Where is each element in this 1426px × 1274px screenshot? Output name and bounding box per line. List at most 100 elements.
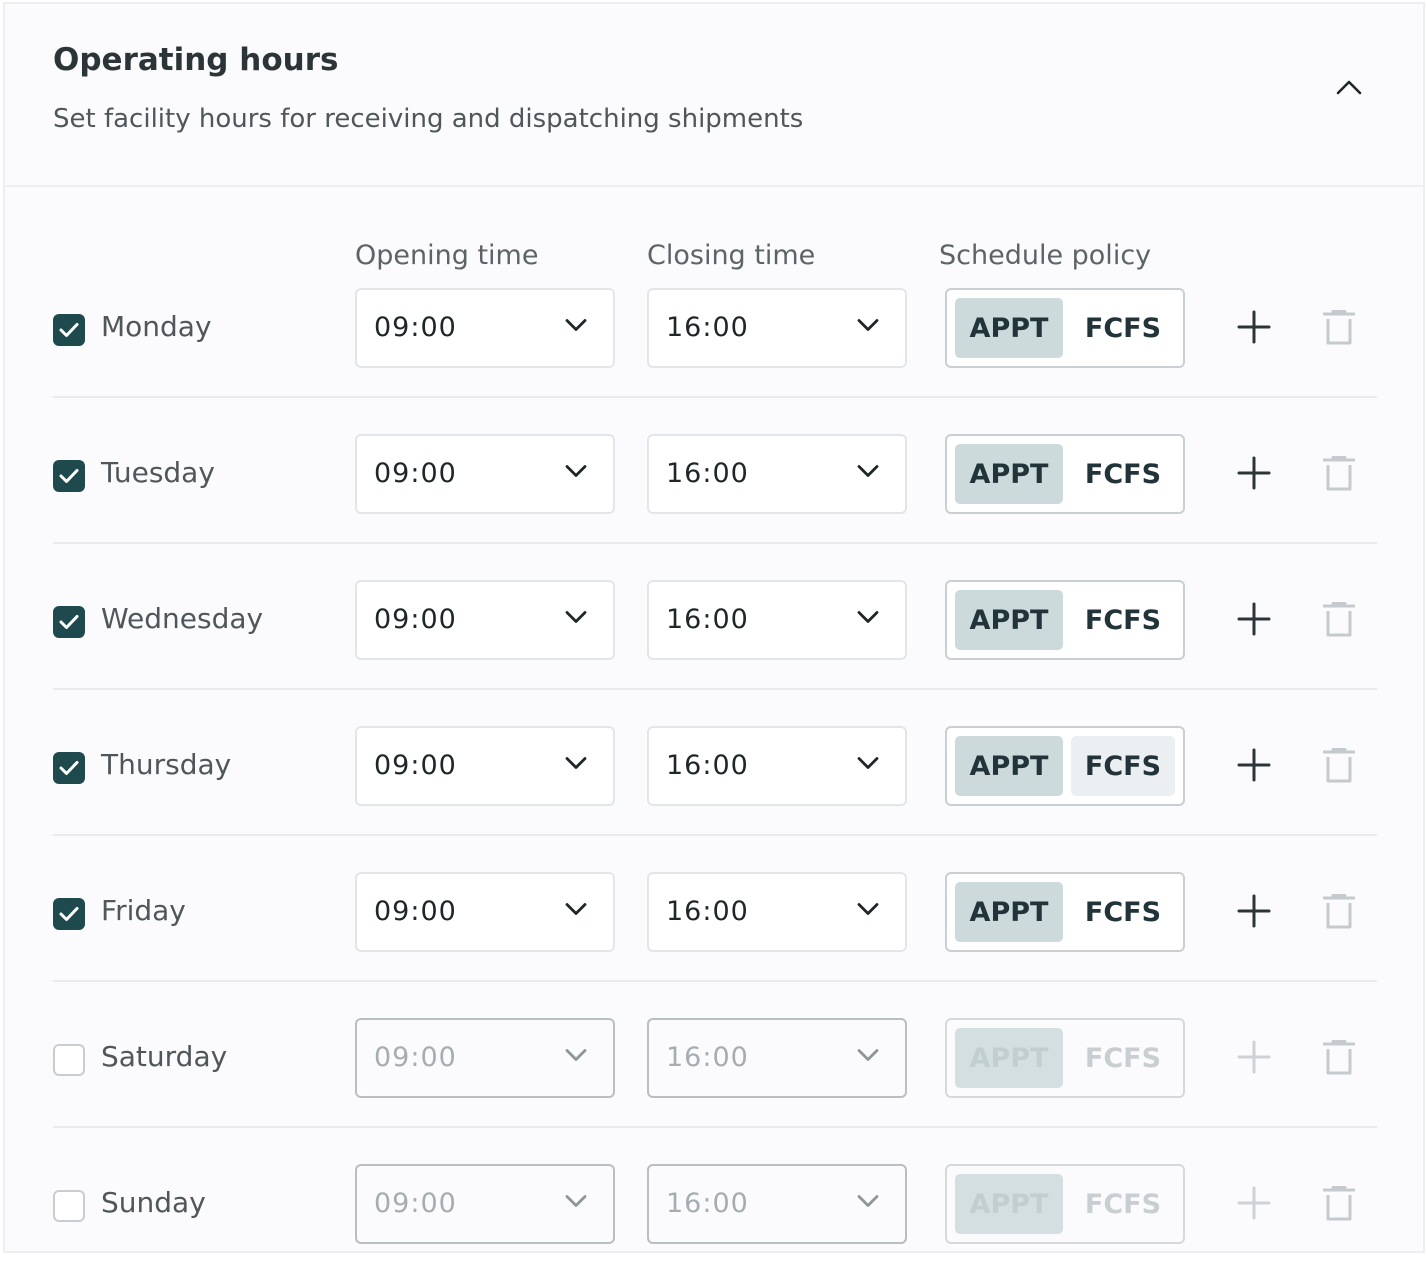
add-hours-button[interactable] bbox=[1237, 1040, 1271, 1074]
opening-time-select[interactable]: 09:00 bbox=[355, 434, 615, 514]
chevron-down-icon bbox=[857, 757, 879, 769]
policy-appt-button[interactable]: APPT bbox=[955, 1174, 1063, 1234]
opening-time-value: 09:00 bbox=[374, 750, 457, 781]
schedule-policy-header: Schedule policy bbox=[939, 240, 1152, 271]
chevron-down-icon bbox=[565, 465, 587, 477]
chevron-up-icon bbox=[1336, 80, 1362, 95]
closing-time-value: 16:00 bbox=[666, 750, 749, 781]
day-checkbox[interactable] bbox=[53, 752, 85, 784]
opening-time-value: 09:00 bbox=[374, 896, 457, 927]
delete-hours-button[interactable] bbox=[1322, 894, 1356, 930]
closing-time-select[interactable]: 16:00 bbox=[647, 872, 907, 952]
day-label: Monday bbox=[101, 310, 212, 343]
policy-appt-button[interactable]: APPT bbox=[955, 590, 1063, 650]
trash-icon bbox=[1322, 748, 1356, 783]
chevron-down-icon bbox=[857, 1049, 879, 1061]
day-row-tuesday: Tuesday 09:00 16:00 APPT FCFS bbox=[53, 398, 1377, 544]
closing-time-select[interactable]: 16:00 bbox=[647, 726, 907, 806]
add-hours-button[interactable] bbox=[1237, 310, 1271, 344]
opening-time-value: 09:00 bbox=[374, 604, 457, 635]
delete-hours-button[interactable] bbox=[1322, 456, 1356, 492]
trash-icon bbox=[1322, 456, 1356, 491]
closing-time-select[interactable]: 16:00 bbox=[647, 288, 907, 368]
policy-fcfs-button[interactable]: FCFS bbox=[1084, 896, 1162, 928]
add-hours-button[interactable] bbox=[1237, 748, 1271, 782]
policy-fcfs-button[interactable]: FCFS bbox=[1084, 604, 1162, 636]
chevron-down-icon bbox=[857, 1195, 879, 1207]
policy-fcfs-button[interactable]: FCFS bbox=[1084, 312, 1162, 344]
trash-icon bbox=[1322, 1186, 1356, 1221]
closing-time-select[interactable]: 16:00 bbox=[647, 580, 907, 660]
opening-time-select[interactable]: 09:00 bbox=[355, 288, 615, 368]
delete-hours-button[interactable] bbox=[1322, 748, 1356, 784]
day-checkbox[interactable] bbox=[53, 314, 85, 346]
operating-hours-panel: Operating hours Set facility hours for r… bbox=[3, 2, 1425, 1253]
plus-icon bbox=[1237, 1040, 1271, 1074]
day-row-saturday: Saturday 09:00 16:00 APPT FCFS bbox=[53, 982, 1377, 1128]
delete-hours-button[interactable] bbox=[1322, 602, 1356, 638]
day-label: Wednesday bbox=[101, 602, 264, 635]
day-checkbox[interactable] bbox=[53, 1190, 85, 1222]
schedule-policy-toggle: APPT FCFS bbox=[945, 434, 1185, 514]
add-hours-button[interactable] bbox=[1237, 602, 1271, 636]
policy-appt-button[interactable]: APPT bbox=[955, 444, 1063, 504]
schedule-policy-toggle: APPT FCFS bbox=[945, 872, 1185, 952]
chevron-down-icon bbox=[857, 465, 879, 477]
closing-time-value: 16:00 bbox=[666, 604, 749, 635]
closing-time-select[interactable]: 16:00 bbox=[647, 1018, 907, 1098]
schedule-policy-toggle: APPT FCFS bbox=[945, 1164, 1185, 1244]
closing-time-header: Closing time bbox=[647, 240, 816, 271]
policy-fcfs-button[interactable]: FCFS bbox=[1084, 1042, 1162, 1074]
policy-fcfs-button[interactable]: FCFS bbox=[1084, 1188, 1162, 1220]
closing-time-value: 16:00 bbox=[666, 896, 749, 927]
day-checkbox[interactable] bbox=[53, 898, 85, 930]
day-checkbox[interactable] bbox=[53, 1044, 85, 1076]
opening-time-select[interactable]: 09:00 bbox=[355, 1164, 615, 1244]
day-checkbox[interactable] bbox=[53, 606, 85, 638]
chevron-down-icon bbox=[565, 611, 587, 623]
trash-icon bbox=[1322, 310, 1356, 345]
collapse-button[interactable] bbox=[1330, 68, 1368, 106]
opening-time-select[interactable]: 09:00 bbox=[355, 872, 615, 952]
day-row-thursday: Thursday 09:00 16:00 APPT FCFS bbox=[53, 690, 1377, 836]
trash-icon bbox=[1322, 1040, 1356, 1075]
schedule-policy-toggle: APPT FCFS bbox=[945, 288, 1185, 368]
day-row-monday: Monday 09:00 16:00 APPT FCFS bbox=[53, 252, 1377, 398]
add-hours-button[interactable] bbox=[1237, 894, 1271, 928]
chevron-down-icon bbox=[565, 903, 587, 915]
day-checkbox[interactable] bbox=[53, 460, 85, 492]
opening-time-value: 09:00 bbox=[374, 312, 457, 343]
closing-time-value: 16:00 bbox=[666, 312, 749, 343]
day-label: Friday bbox=[101, 894, 186, 927]
policy-appt-button[interactable]: APPT bbox=[955, 1028, 1063, 1088]
day-label: Thursday bbox=[101, 748, 232, 781]
plus-icon bbox=[1237, 456, 1271, 490]
policy-appt-button[interactable]: APPT bbox=[955, 298, 1063, 358]
add-hours-button[interactable] bbox=[1237, 1186, 1271, 1220]
policy-fcfs-button[interactable]: FCFS bbox=[1071, 736, 1175, 796]
day-label: Sunday bbox=[101, 1186, 206, 1219]
delete-hours-button[interactable] bbox=[1322, 1040, 1356, 1076]
opening-time-select[interactable]: 09:00 bbox=[355, 1018, 615, 1098]
chevron-down-icon bbox=[565, 1049, 587, 1061]
policy-fcfs-button[interactable]: FCFS bbox=[1084, 458, 1162, 490]
policy-appt-button[interactable]: APPT bbox=[955, 882, 1063, 942]
policy-appt-button[interactable]: APPT bbox=[955, 736, 1063, 796]
section-subtitle: Set facility hours for receiving and dis… bbox=[53, 104, 804, 134]
opening-time-select[interactable]: 09:00 bbox=[355, 580, 615, 660]
section-header: Operating hours Set facility hours for r… bbox=[5, 4, 1423, 187]
checkmark-icon bbox=[59, 615, 79, 629]
day-row-friday: Friday 09:00 16:00 APPT FCFS bbox=[53, 836, 1377, 982]
closing-time-select[interactable]: 16:00 bbox=[647, 434, 907, 514]
add-hours-button[interactable] bbox=[1237, 456, 1271, 490]
opening-time-select[interactable]: 09:00 bbox=[355, 726, 615, 806]
closing-time-value: 16:00 bbox=[666, 1188, 749, 1219]
delete-hours-button[interactable] bbox=[1322, 310, 1356, 346]
opening-time-header: Opening time bbox=[355, 240, 539, 271]
opening-time-value: 09:00 bbox=[374, 1042, 457, 1073]
checkmark-icon bbox=[59, 323, 79, 337]
day-row-wednesday: Wednesday 09:00 16:00 APPT FCFS bbox=[53, 544, 1377, 690]
closing-time-select[interactable]: 16:00 bbox=[647, 1164, 907, 1244]
delete-hours-button[interactable] bbox=[1322, 1186, 1356, 1222]
schedule-policy-toggle: APPT FCFS bbox=[945, 1018, 1185, 1098]
